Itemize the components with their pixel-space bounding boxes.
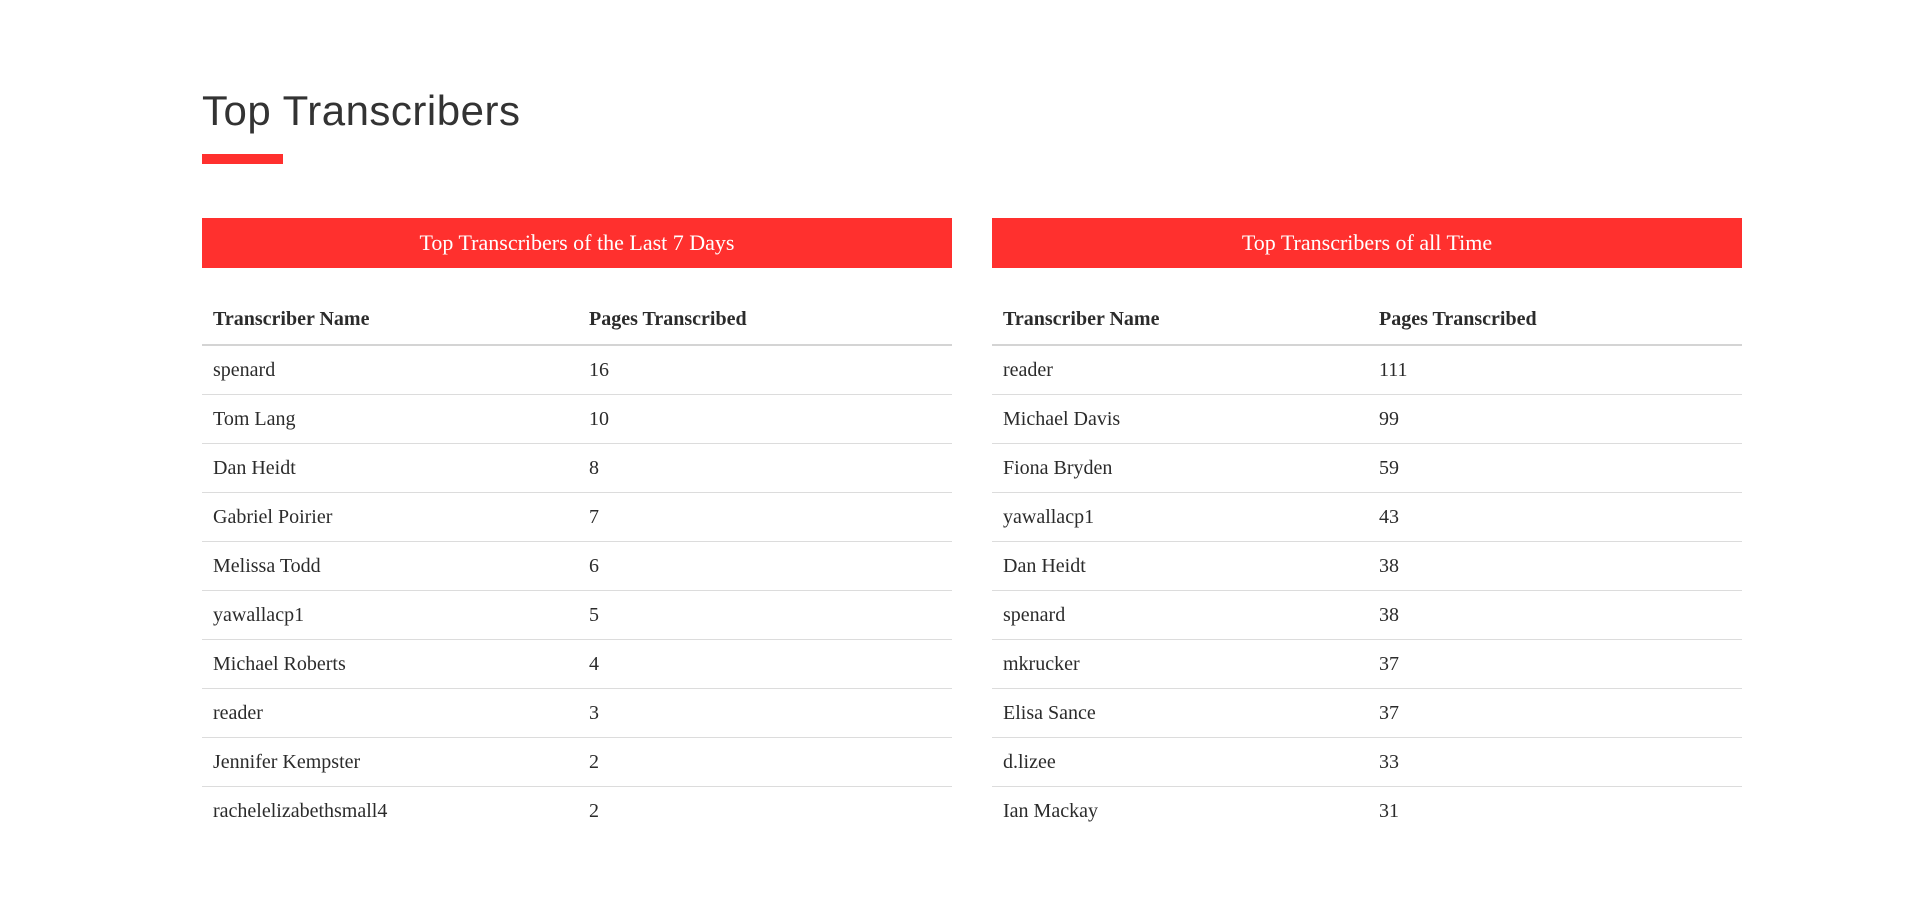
last-7-days-table: Transcriber Name Pages Transcribed spena…: [202, 294, 952, 835]
transcriber-name: mkrucker: [992, 639, 1368, 689]
transcriber-name: Dan Heidt: [992, 541, 1368, 591]
column-header-name: Transcriber Name: [202, 294, 578, 346]
transcriber-name: Elisa Sance: [992, 688, 1368, 738]
all-time-table: Transcriber Name Pages Transcribed reade…: [992, 294, 1742, 835]
table-row: Elisa Sance 37: [992, 688, 1742, 738]
table-row: Dan Heidt 8: [202, 443, 952, 493]
pages-count: 10: [578, 394, 952, 444]
table-row: d.lizee 33: [992, 737, 1742, 787]
pages-count: 43: [1368, 492, 1742, 542]
transcriber-name: Michael Davis: [992, 394, 1368, 444]
pages-count: 4: [578, 639, 952, 689]
table-row: yawallacp1 5: [202, 590, 952, 640]
table-row: Dan Heidt 38: [992, 541, 1742, 591]
transcriber-name: Dan Heidt: [202, 443, 578, 493]
table-row: Melissa Todd 6: [202, 541, 952, 591]
transcriber-name: Jennifer Kempster: [202, 737, 578, 787]
table-row: Fiona Bryden 59: [992, 443, 1742, 493]
table-row: Michael Roberts 4: [202, 639, 952, 689]
table-row: Michael Davis 99: [992, 394, 1742, 444]
table-row: Tom Lang 10: [202, 394, 952, 444]
transcriber-name: reader: [202, 688, 578, 738]
pages-count: 33: [1368, 737, 1742, 787]
pages-count: 2: [578, 737, 952, 787]
pages-count: 8: [578, 443, 952, 493]
table-row: spenard 16: [202, 345, 952, 395]
table-row: Gabriel Poirier 7: [202, 492, 952, 542]
column-header-pages: Pages Transcribed: [578, 294, 952, 346]
pages-count: 59: [1368, 443, 1742, 493]
pages-count: 38: [1368, 590, 1742, 640]
transcriber-name: spenard: [992, 590, 1368, 640]
table-header-row: Transcriber Name Pages Transcribed: [202, 294, 952, 346]
table-header-row: Transcriber Name Pages Transcribed: [992, 294, 1742, 346]
transcriber-name: yawallacp1: [202, 590, 578, 640]
all-time-header: Top Transcribers of all Time: [992, 218, 1742, 268]
transcriber-name: rachelelizabethsmall4: [213, 800, 388, 822]
transcriber-name: Gabriel Poirier: [202, 492, 578, 542]
table-row: spenard 38: [992, 590, 1742, 640]
pages-count: 38: [1368, 541, 1742, 591]
top-transcribers-section: Top Transcribers Top Transcribers of the…: [202, 84, 1742, 822]
pages-count: 2: [589, 800, 599, 822]
transcriber-name: reader: [992, 345, 1368, 395]
transcriber-name: yawallacp1: [992, 492, 1368, 542]
all-time-panel: Top Transcribers of all Time Transcriber…: [992, 218, 1742, 835]
column-header-pages: Pages Transcribed: [1368, 294, 1742, 346]
pages-count: 3: [578, 688, 952, 738]
column-header-name: Transcriber Name: [992, 294, 1368, 346]
pages-count: 5: [578, 590, 952, 640]
table-row: Ian Mackay 31: [992, 787, 1742, 836]
pages-count: 7: [578, 492, 952, 542]
transcriber-name: Fiona Bryden: [992, 443, 1368, 493]
table-row: reader 3: [202, 688, 952, 738]
pages-count: 37: [1368, 639, 1742, 689]
last-7-days-header: Top Transcribers of the Last 7 Days: [202, 218, 952, 268]
pages-count: 6: [578, 541, 952, 591]
last-7-days-panel: Top Transcribers of the Last 7 Days Tran…: [202, 218, 952, 835]
transcriber-name: Ian Mackay: [1003, 800, 1098, 822]
transcriber-name: d.lizee: [992, 737, 1368, 787]
title-underline: [202, 154, 283, 164]
pages-count: 16: [578, 345, 952, 395]
table-row: yawallacp1 43: [992, 492, 1742, 542]
transcriber-name: Melissa Todd: [202, 541, 578, 591]
table-row: Jennifer Kempster 2: [202, 737, 952, 787]
transcriber-name: spenard: [202, 345, 578, 395]
transcriber-name: Tom Lang: [202, 394, 578, 444]
table-row: rachelelizabethsmall4 2: [202, 787, 952, 836]
pages-count: 99: [1368, 394, 1742, 444]
pages-count: 37: [1368, 688, 1742, 738]
pages-count: 31: [1379, 800, 1399, 822]
page-title: Top Transcribers: [202, 87, 521, 134]
table-row: reader 111: [992, 345, 1742, 395]
tables-container: Top Transcribers of the Last 7 Days Tran…: [202, 218, 1742, 838]
transcriber-name: Michael Roberts: [202, 639, 578, 689]
table-row: mkrucker 37: [992, 639, 1742, 689]
pages-count: 111: [1368, 345, 1742, 395]
